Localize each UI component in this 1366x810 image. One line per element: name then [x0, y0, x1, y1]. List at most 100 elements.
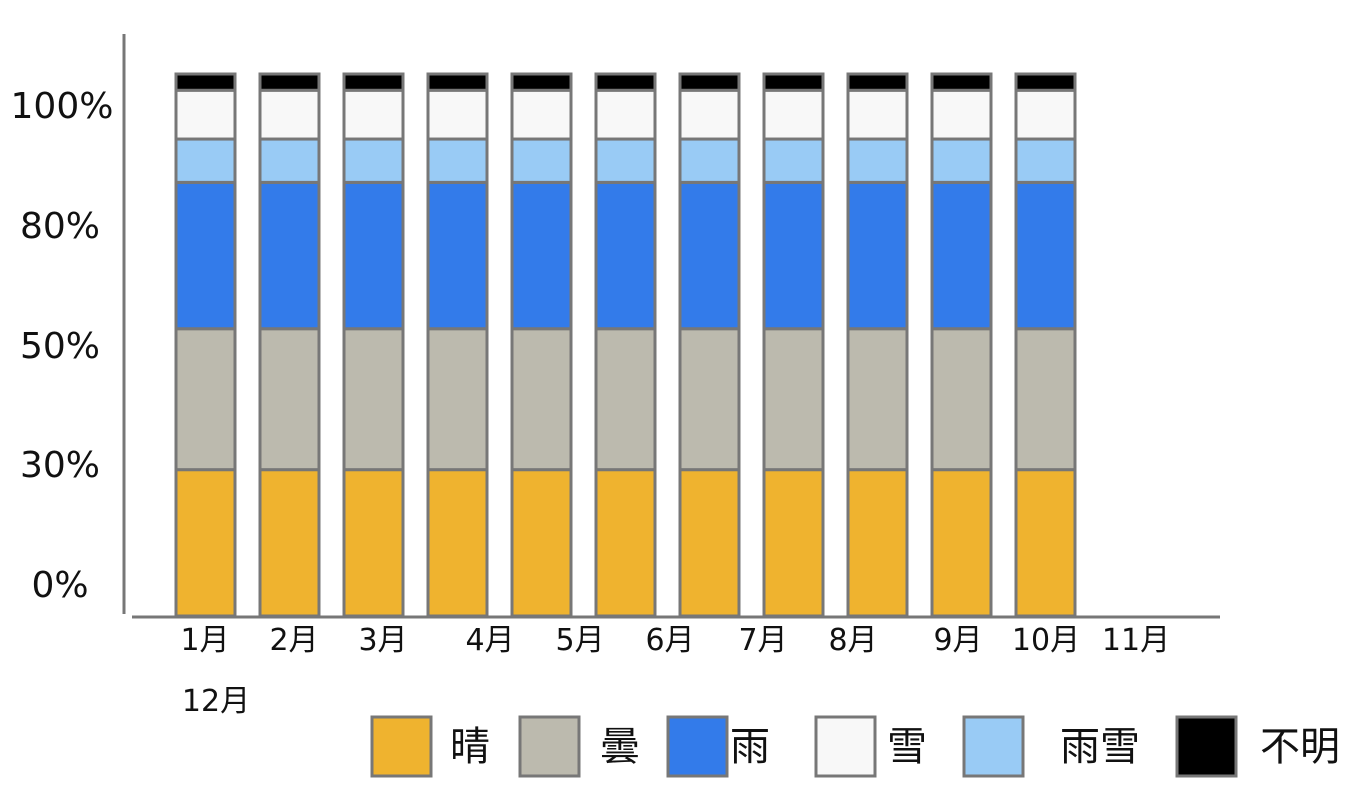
- bar-stack: [258, 72, 321, 618]
- bar-stack: [174, 72, 237, 618]
- bar-stack: [510, 72, 573, 618]
- x-tick-label: 12月: [182, 684, 250, 719]
- bar-segment: [174, 88, 237, 141]
- x-tick-label: 11月: [1102, 623, 1170, 658]
- legend-swatch: [370, 715, 433, 778]
- bar-segment: [594, 88, 657, 141]
- legend-label: 雨: [730, 724, 770, 770]
- y-tick-label: 80%: [20, 206, 100, 247]
- legend: 晴曇雨雪雨雪 不明: [370, 715, 1340, 778]
- bar-segment: [426, 88, 489, 141]
- bar-segment: [678, 88, 741, 141]
- bar-segment: [342, 88, 405, 141]
- bar-segment: [930, 327, 993, 472]
- bar-segment: [174, 137, 237, 184]
- y-tick-label: 50%: [20, 326, 100, 367]
- bar-segment: [846, 137, 909, 184]
- y-tick-label: 100%: [11, 86, 114, 127]
- x-tick-label: 10月: [1012, 623, 1080, 658]
- bar-segment: [342, 72, 405, 92]
- bar-segment: [258, 137, 321, 184]
- bar-segment: [342, 327, 405, 472]
- legend-swatch: [814, 715, 877, 778]
- bar-segment: [846, 468, 909, 618]
- bar-segment: [258, 180, 321, 331]
- bar-segment: [762, 137, 825, 184]
- bar-segment: [174, 327, 237, 472]
- bar-segment: [594, 327, 657, 472]
- bar-stacks: [174, 72, 1077, 618]
- bar-segment: [594, 72, 657, 92]
- legend-swatch: [1175, 715, 1238, 778]
- x-tick-label: 5月: [555, 623, 604, 658]
- bar-segment: [1014, 180, 1077, 331]
- bar-segment: [846, 180, 909, 331]
- legend-label: 雪: [887, 724, 927, 770]
- bar-segment: [510, 468, 573, 618]
- bar-segment: [174, 180, 237, 331]
- bar-segment: [174, 72, 237, 92]
- bar-segment: [510, 137, 573, 184]
- x-tick-label: 2月: [269, 623, 318, 658]
- bar-segment: [930, 137, 993, 184]
- bar-segment: [426, 137, 489, 184]
- bar-stack: [426, 72, 489, 618]
- bar-stack: [762, 72, 825, 618]
- bar-segment: [510, 327, 573, 472]
- legend-label: 曇: [600, 724, 640, 770]
- y-tick-label: 30%: [20, 445, 100, 486]
- bar-segment: [594, 468, 657, 618]
- bar-segment: [762, 180, 825, 331]
- bar-segment: [762, 468, 825, 618]
- bar-segment: [510, 180, 573, 331]
- bar-segment: [762, 327, 825, 472]
- bar-segment: [678, 468, 741, 618]
- legend-label: 不明: [1260, 724, 1340, 770]
- bar-segment: [258, 88, 321, 141]
- bar-segment: [846, 327, 909, 472]
- bar-segment: [930, 468, 993, 618]
- bar-segment: [1014, 88, 1077, 141]
- bar-segment: [510, 72, 573, 92]
- legend-item: 雪: [814, 715, 927, 778]
- bar-segment: [258, 327, 321, 472]
- bar-segment: [426, 72, 489, 92]
- bar-segment: [930, 88, 993, 141]
- legend-item: 雨雪: [962, 715, 1140, 778]
- x-tick-label: 3月: [358, 623, 407, 658]
- x-tick-labels: 1月 2月 3月 4月 5月 6月 7月 8月 9月 10月 11月 12月: [180, 623, 1170, 719]
- bar-segment: [258, 72, 321, 92]
- legend-swatch: [666, 715, 729, 778]
- bar-stack: [1014, 72, 1077, 618]
- bar-stack: [594, 72, 657, 618]
- legend-label: 雨雪: [1060, 724, 1140, 770]
- bar-segment: [426, 327, 489, 472]
- bar-segment: [1014, 327, 1077, 472]
- bar-stack: [678, 72, 741, 618]
- x-tick-label: 6月: [645, 623, 694, 658]
- bar-stack: [930, 72, 993, 618]
- legend-swatch: [962, 715, 1025, 778]
- x-tick-label: 1月: [180, 623, 229, 658]
- bar-segment: [762, 72, 825, 92]
- legend-item: 晴: [370, 715, 490, 778]
- bar-segment: [678, 327, 741, 472]
- bar-segment: [678, 72, 741, 92]
- bar-segment: [1014, 137, 1077, 184]
- bar-segment: [174, 468, 237, 618]
- bar-segment: [846, 72, 909, 92]
- legend-item: 曇: [518, 715, 640, 778]
- legend-item: 不明: [1175, 715, 1340, 778]
- bar-segment: [426, 468, 489, 618]
- bar-stack: [846, 72, 909, 618]
- bar-segment: [1014, 468, 1077, 618]
- bar-segment: [678, 180, 741, 331]
- y-tick-labels: 0% 30% 50% 80% 100%: [11, 86, 114, 606]
- bar-segment: [342, 468, 405, 618]
- bar-segment: [930, 72, 993, 92]
- y-tick-label: 0%: [31, 565, 88, 606]
- bar-segment: [930, 180, 993, 331]
- x-tick-label: 8月: [828, 623, 877, 658]
- bar-segment: [342, 180, 405, 331]
